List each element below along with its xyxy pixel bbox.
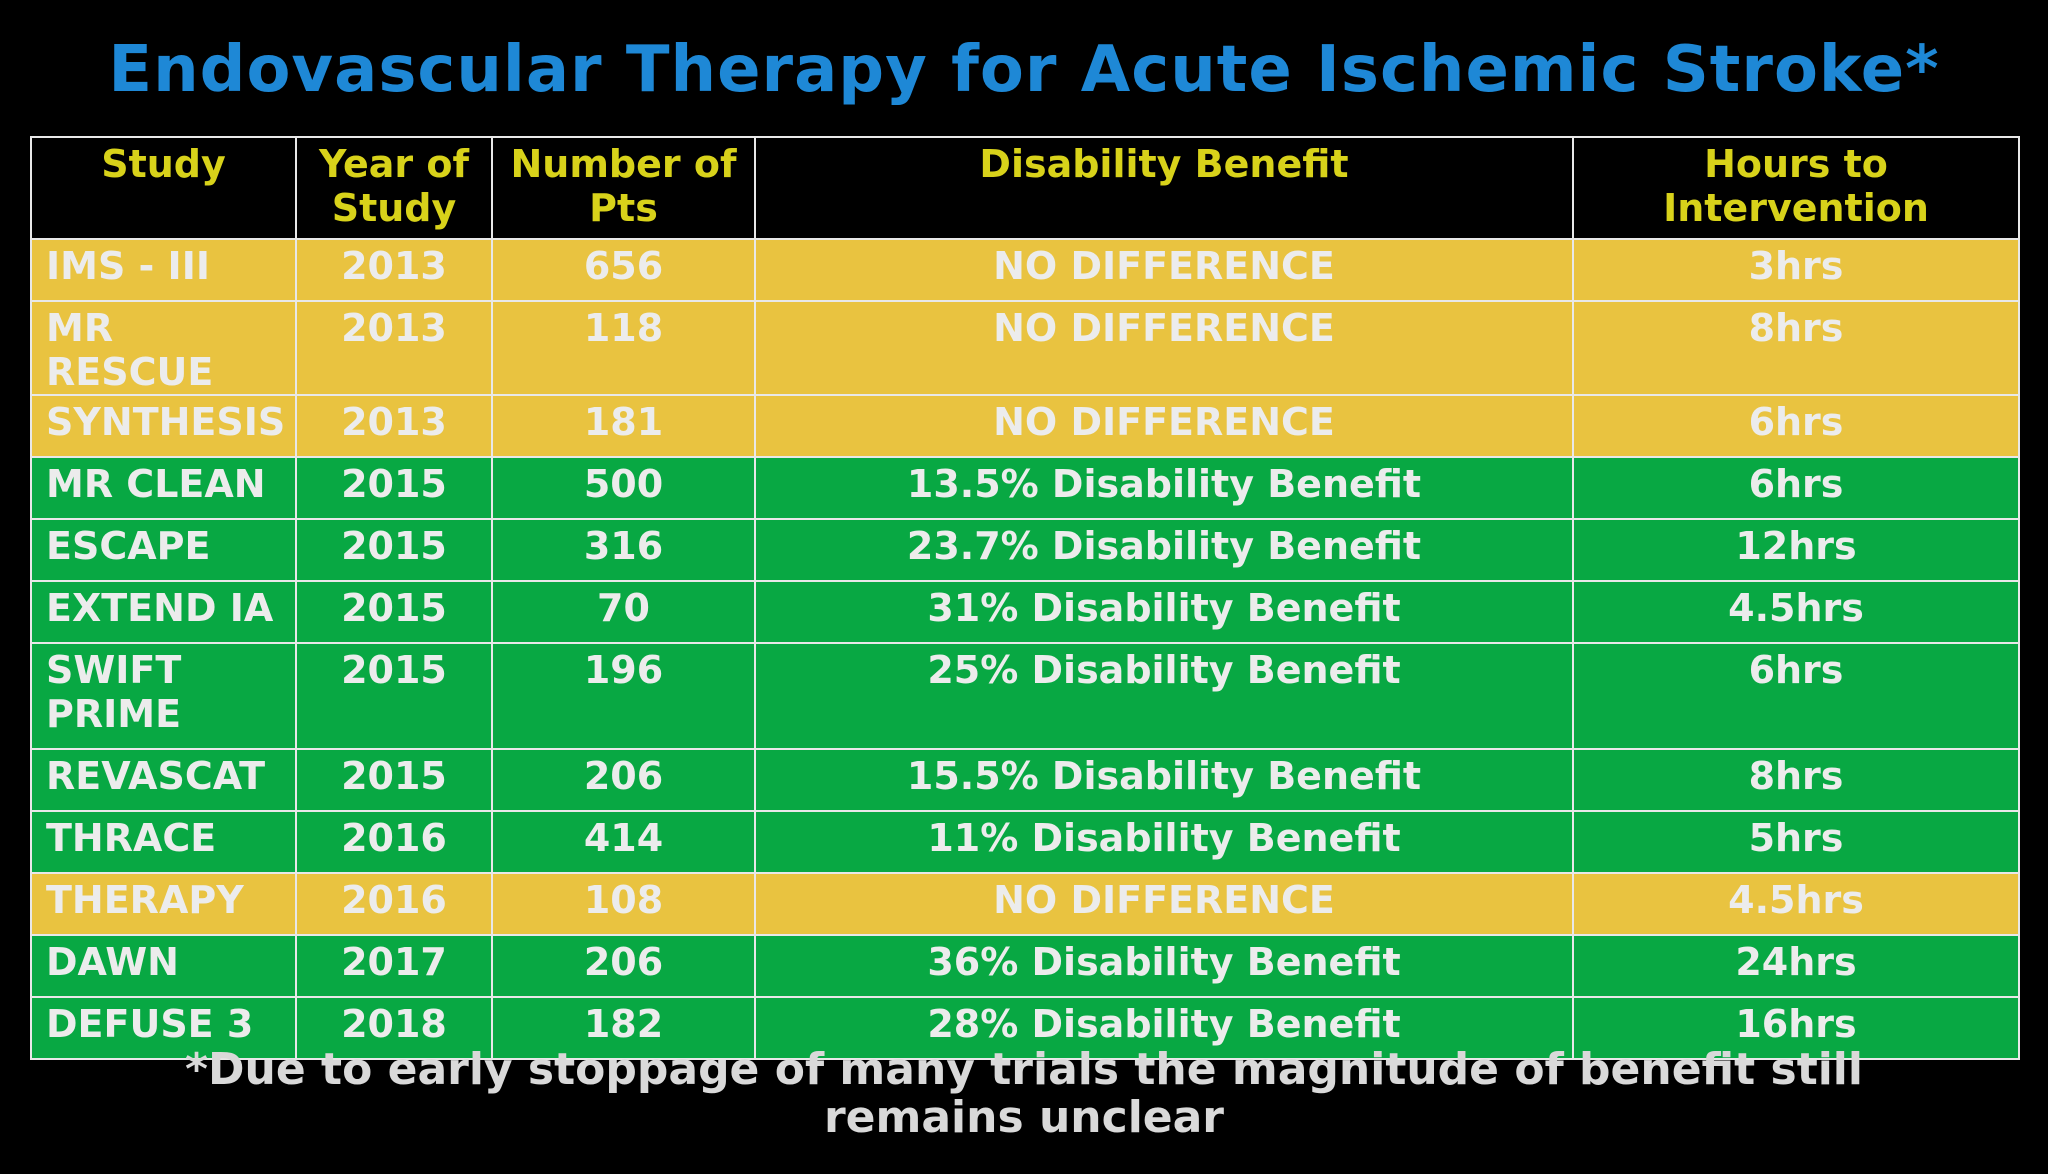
cell-year: 2015 (295, 580, 493, 644)
table-row: IMS - III 2013 656 NO DIFFERENCE 3hrs (30, 238, 2020, 302)
cell-hours: 4.5hrs (1572, 580, 2020, 644)
cell-year: 2015 (295, 518, 493, 582)
cell-disability: 11% Disability Benefit (754, 810, 1574, 874)
cell-hours: 5hrs (1572, 810, 2020, 874)
cell-study: SWIFT PRIME (30, 642, 297, 750)
cell-year: 2016 (295, 872, 493, 936)
cell-disability: NO DIFFERENCE (754, 238, 1574, 302)
cell-year: 2015 (295, 642, 493, 750)
trials-table: Study Year of Study Number of Pts Disabi… (30, 136, 2020, 1060)
cell-year: 2013 (295, 300, 493, 396)
header-hours-to-intervention: Hours to Intervention (1572, 136, 2020, 240)
cell-pts: 70 (491, 580, 756, 644)
table-row: SWIFT PRIME 2015 196 25% Disability Bene… (30, 642, 2020, 750)
cell-year: 2018 (295, 996, 493, 1060)
cell-hours: 8hrs (1572, 748, 2020, 812)
cell-pts: 206 (491, 748, 756, 812)
cell-disability: 28% Disability Benefit (754, 996, 1574, 1060)
footnote: *Due to early stoppage of many trials th… (185, 1044, 1863, 1143)
cell-study: EXTEND IA (30, 580, 297, 644)
cell-year: 2016 (295, 810, 493, 874)
table-row: MR RESCUE 2013 118 NO DIFFERENCE 8hrs (30, 300, 2020, 396)
table-row: DAWN 2017 206 36% Disability Benefit 24h… (30, 934, 2020, 998)
cell-disability: 23.7% Disability Benefit (754, 518, 1574, 582)
cell-disability: 15.5% Disability Benefit (754, 748, 1574, 812)
table-row: ESCAPE 2015 316 23.7% Disability Benefit… (30, 518, 2020, 582)
header-disability-benefit: Disability Benefit (754, 136, 1574, 240)
cell-hours: 16hrs (1572, 996, 2020, 1060)
cell-disability: 36% Disability Benefit (754, 934, 1574, 998)
table-row: DEFUSE 3 2018 182 28% Disability Benefit… (30, 996, 2020, 1060)
cell-study: SYNTHESIS (30, 394, 297, 458)
cell-year: 2013 (295, 238, 493, 302)
cell-year: 2015 (295, 456, 493, 520)
cell-pts: 108 (491, 872, 756, 936)
cell-year: 2015 (295, 748, 493, 812)
cell-study: THRACE (30, 810, 297, 874)
cell-hours: 24hrs (1572, 934, 2020, 998)
cell-study: DEFUSE 3 (30, 996, 297, 1060)
table-row: THERAPY 2016 108 NO DIFFERENCE 4.5hrs (30, 872, 2020, 936)
cell-pts: 414 (491, 810, 756, 874)
cell-disability: 13.5% Disability Benefit (754, 456, 1574, 520)
cell-disability: 25% Disability Benefit (754, 642, 1574, 750)
cell-disability: NO DIFFERENCE (754, 872, 1574, 936)
cell-hours: 6hrs (1572, 456, 2020, 520)
cell-hours: 6hrs (1572, 394, 2020, 458)
cell-year: 2013 (295, 394, 493, 458)
cell-pts: 316 (491, 518, 756, 582)
table-row: EXTEND IA 2015 70 31% Disability Benefit… (30, 580, 2020, 644)
table-row: REVASCAT 2015 206 15.5% Disability Benef… (30, 748, 2020, 812)
cell-pts: 196 (491, 642, 756, 750)
cell-pts: 500 (491, 456, 756, 520)
cell-hours: 6hrs (1572, 642, 2020, 750)
table-row: MR CLEAN 2015 500 13.5% Disability Benef… (30, 456, 2020, 520)
cell-study: THERAPY (30, 872, 297, 936)
cell-pts: 118 (491, 300, 756, 396)
table-header-row: Study Year of Study Number of Pts Disabi… (30, 136, 2020, 240)
cell-hours: 3hrs (1572, 238, 2020, 302)
header-study: Study (30, 136, 297, 240)
cell-pts: 206 (491, 934, 756, 998)
cell-disability: 31% Disability Benefit (754, 580, 1574, 644)
cell-study: REVASCAT (30, 748, 297, 812)
page-title: Endovascular Therapy for Acute Ischemic … (108, 33, 1940, 107)
table-row: SYNTHESIS 2013 181 NO DIFFERENCE 6hrs (30, 394, 2020, 458)
cell-disability: NO DIFFERENCE (754, 394, 1574, 458)
header-number-of-pts: Number of Pts (491, 136, 756, 240)
cell-hours: 12hrs (1572, 518, 2020, 582)
cell-study: MR CLEAN (30, 456, 297, 520)
cell-hours: 8hrs (1572, 300, 2020, 396)
cell-year: 2017 (295, 934, 493, 998)
cell-disability: NO DIFFERENCE (754, 300, 1574, 396)
cell-study: MR RESCUE (30, 300, 297, 396)
cell-study: DAWN (30, 934, 297, 998)
header-year: Year of Study (295, 136, 493, 240)
cell-hours: 4.5hrs (1572, 872, 2020, 936)
table-row: THRACE 2016 414 11% Disability Benefit 5… (30, 810, 2020, 874)
cell-pts: 181 (491, 394, 756, 458)
cell-study: IMS - III (30, 238, 297, 302)
cell-pts: 182 (491, 996, 756, 1060)
cell-pts: 656 (491, 238, 756, 302)
cell-study: ESCAPE (30, 518, 297, 582)
